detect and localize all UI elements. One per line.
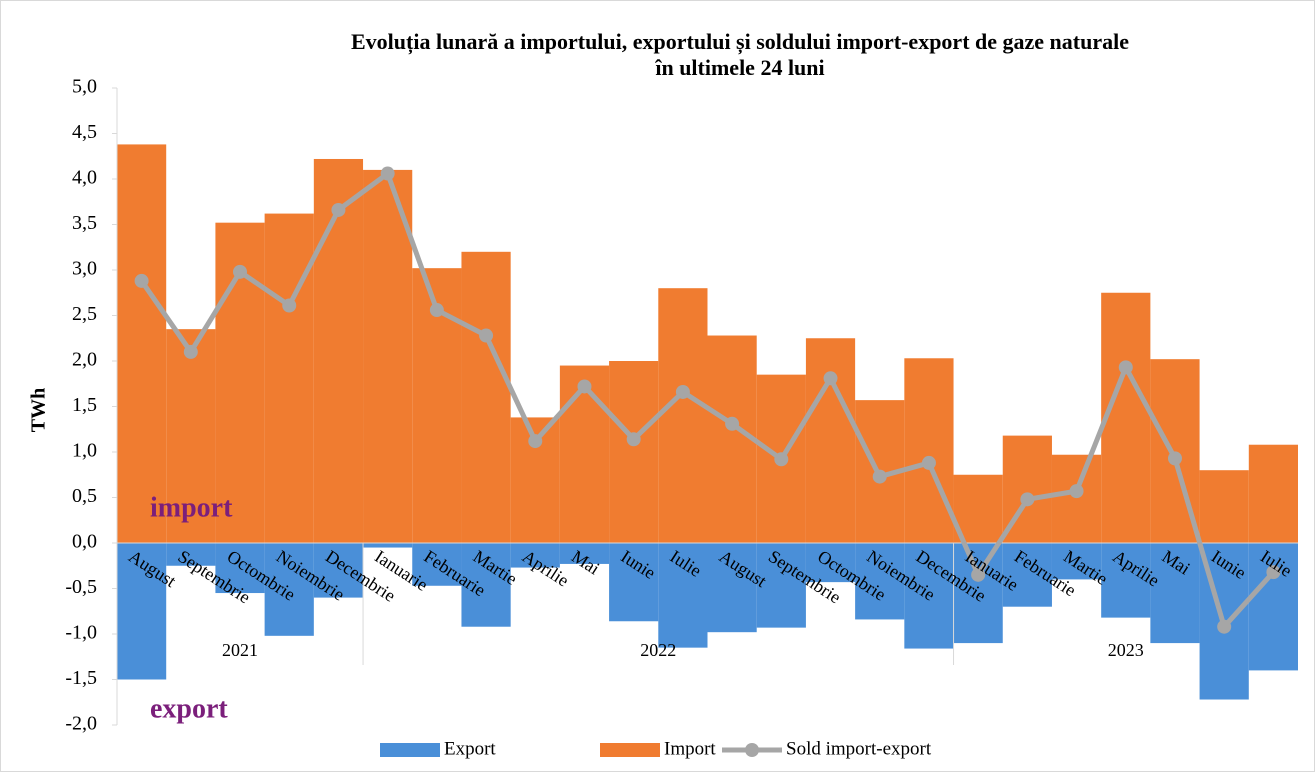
bar xyxy=(166,543,216,566)
line-marker xyxy=(1217,619,1232,634)
annotation: import xyxy=(150,492,233,523)
bar xyxy=(707,543,757,633)
bar xyxy=(805,543,856,583)
y-tick-label: -1,5 xyxy=(65,667,97,689)
legend-swatch xyxy=(745,743,759,757)
y-tick-label: 0,5 xyxy=(72,485,97,507)
line-marker xyxy=(971,567,986,582)
y-tick-label: 1,0 xyxy=(72,440,97,462)
y-tick-label: 2,0 xyxy=(72,349,97,371)
line-marker xyxy=(282,298,297,313)
y-axis-label: TWh xyxy=(28,388,50,432)
bar xyxy=(609,361,659,543)
line-marker xyxy=(134,273,149,288)
bar xyxy=(363,543,413,548)
line-marker xyxy=(331,202,346,217)
line-marker xyxy=(921,455,936,470)
year-label: 2021 xyxy=(222,640,258,660)
line-marker xyxy=(380,166,395,181)
y-tick-label: -2,0 xyxy=(65,713,97,735)
bar xyxy=(461,543,511,627)
legend-label: Sold import-export xyxy=(786,738,932,759)
bar xyxy=(904,543,954,649)
bar xyxy=(363,169,413,543)
line-marker xyxy=(528,434,543,449)
y-tick-label: 4,0 xyxy=(72,167,97,189)
line-marker xyxy=(872,469,887,484)
bar xyxy=(805,338,856,543)
year-label: 2022 xyxy=(640,640,676,660)
line-marker xyxy=(1167,451,1182,466)
bar xyxy=(166,329,216,543)
bar xyxy=(313,158,364,544)
y-tick-label: 1,5 xyxy=(72,394,97,416)
bar xyxy=(1150,543,1200,644)
y-tick-label: 2,5 xyxy=(72,303,97,325)
bar xyxy=(264,543,314,636)
bar xyxy=(855,543,905,620)
line-marker xyxy=(675,384,690,399)
y-tick-label: -1,0 xyxy=(65,622,97,644)
y-tick-label: 0,0 xyxy=(72,531,97,553)
line-marker xyxy=(183,344,198,359)
bar xyxy=(1101,543,1151,618)
bar xyxy=(412,543,462,586)
line-marker xyxy=(774,452,789,467)
line-marker xyxy=(577,379,592,394)
y-tick-label: -0,5 xyxy=(65,576,97,598)
bar xyxy=(117,543,167,680)
bar xyxy=(658,543,708,648)
bar xyxy=(1002,543,1052,607)
line-marker xyxy=(479,328,494,343)
legend-swatch xyxy=(380,743,440,757)
line-marker xyxy=(1118,360,1133,375)
bar xyxy=(609,543,659,622)
y-tick-label: 4,5 xyxy=(72,121,97,143)
bar xyxy=(904,358,954,543)
line-marker xyxy=(233,264,248,279)
bar xyxy=(215,543,265,594)
legend-swatch xyxy=(600,743,660,757)
bar xyxy=(313,543,364,598)
bar xyxy=(1248,543,1298,671)
y-tick-label: 3,5 xyxy=(72,212,97,234)
bar xyxy=(1051,543,1102,580)
chart-title: Evoluția lunară a importului, exportului… xyxy=(351,29,1129,55)
bar xyxy=(461,251,511,544)
line-marker xyxy=(1266,565,1281,580)
y-tick-label: 3,0 xyxy=(72,258,97,280)
bar xyxy=(559,543,610,564)
bar xyxy=(1248,444,1298,543)
y-tick-label: 5,0 xyxy=(72,76,97,98)
line-marker xyxy=(823,371,838,386)
legend-label: Export xyxy=(444,738,496,759)
line-marker xyxy=(725,416,740,431)
legend-label: Import xyxy=(664,738,716,759)
bar xyxy=(658,288,708,543)
bar xyxy=(953,543,1003,644)
chart-subtitle: în ultimele 24 luni xyxy=(654,55,824,80)
bar xyxy=(1101,292,1151,543)
line-marker xyxy=(626,432,641,447)
bar xyxy=(1199,470,1249,543)
bar xyxy=(707,335,757,543)
year-label: 2023 xyxy=(1108,640,1144,660)
bar xyxy=(559,365,610,543)
bar xyxy=(756,543,806,628)
bar xyxy=(117,144,167,544)
bar xyxy=(1051,454,1102,543)
line-marker xyxy=(1020,492,1035,507)
line-marker xyxy=(429,303,444,318)
line-marker xyxy=(1069,484,1084,499)
bar xyxy=(264,213,314,543)
line xyxy=(139,171,1276,630)
bar xyxy=(510,543,560,568)
annotation: export xyxy=(150,693,228,724)
